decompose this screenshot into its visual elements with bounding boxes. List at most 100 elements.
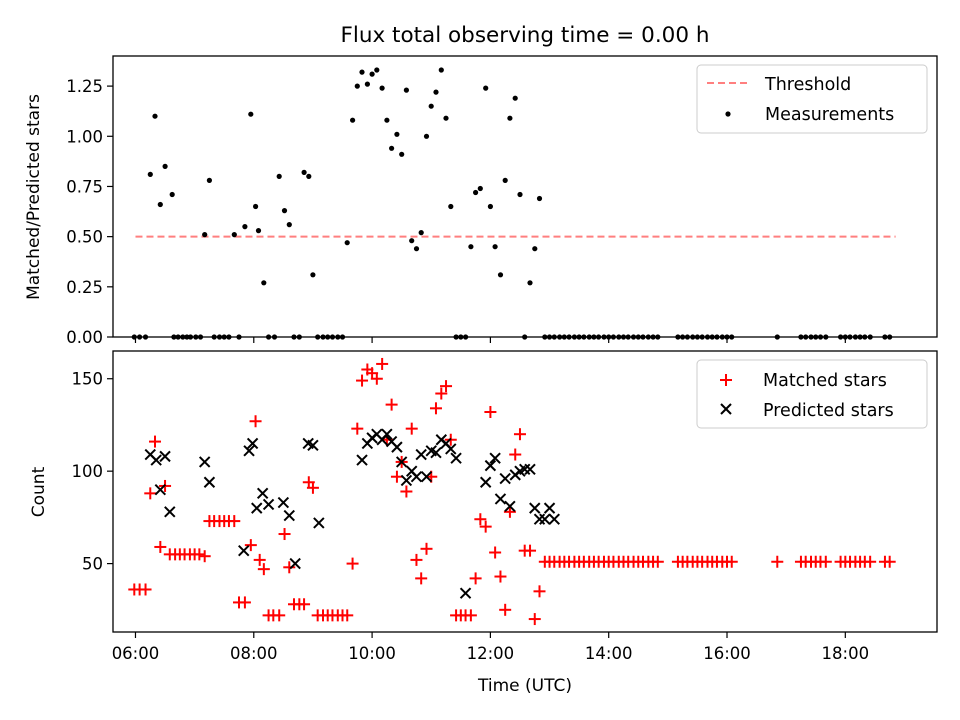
matched-star-marker	[257, 563, 270, 576]
matched-star-marker	[405, 422, 418, 435]
matched-star-marker	[154, 540, 167, 553]
measurement-point	[350, 117, 356, 123]
measurement-point	[394, 131, 400, 137]
predicted-star-marker	[256, 487, 269, 500]
measurement-point	[423, 133, 430, 139]
matched-star-marker	[193, 548, 206, 561]
matched-star-marker	[228, 515, 241, 528]
predicted-star-marker	[504, 500, 516, 512]
matched-star-marker	[864, 555, 877, 568]
measurement-point	[443, 115, 449, 121]
matched-star-marker	[298, 598, 311, 611]
predicted-star-marker	[494, 493, 507, 505]
measurement-point	[281, 208, 288, 214]
matched-star-marker	[346, 557, 359, 570]
bottom-x-tick-label: 08:00	[230, 644, 278, 663]
predicted-star-marker	[243, 445, 255, 457]
predicted-star-marker	[479, 476, 492, 488]
measurement-point	[413, 246, 420, 252]
matched-star-marker	[410, 553, 423, 566]
predicted-star-marker	[198, 456, 211, 468]
matched-star-marker	[464, 609, 477, 622]
matched-star-marker	[524, 544, 537, 557]
matched-star-marker	[144, 487, 157, 500]
predicted-star-marker	[391, 441, 403, 453]
measurement-point	[202, 232, 208, 238]
measurement-point	[157, 201, 163, 208]
measurement-point	[306, 173, 312, 179]
matched-star-marker	[415, 572, 428, 585]
predicted-star-marker	[150, 454, 162, 466]
predicted-star-marker	[251, 502, 263, 514]
predicted-star-marker	[499, 472, 511, 485]
top-legend-box	[696, 64, 928, 134]
measurement-point	[286, 222, 292, 228]
measurement-point	[374, 67, 380, 73]
measurement-point	[206, 177, 212, 183]
matched-star-marker	[435, 387, 448, 400]
top-y-axis-label: Matched/Predicted stars	[24, 94, 44, 300]
measurement-point	[242, 224, 248, 230]
bottom-y-tick-label: 50	[82, 555, 103, 574]
matched-star-marker	[356, 374, 369, 387]
measurement-point	[255, 228, 262, 234]
matched-star-marker	[771, 555, 784, 568]
matched-star-marker	[306, 481, 319, 494]
measurement-point	[532, 246, 538, 252]
predicted-star-marker	[445, 443, 457, 455]
measurement-point	[448, 203, 454, 210]
top-y-tick-label: 0.00	[66, 328, 103, 347]
measurement-point	[384, 117, 390, 123]
matched-star-marker	[651, 555, 664, 568]
bottom-x-ticks: 06:00 08:00 10:00 12:00 14:00 16:00 18:00	[112, 632, 869, 663]
predicted-star-marker	[159, 450, 171, 463]
matched-stars-legend-swatch	[720, 374, 732, 386]
bottom-legend-box	[696, 359, 928, 429]
measurement-point	[248, 111, 254, 117]
top-y-tick-label: 0.75	[66, 177, 103, 196]
predicted-star-marker	[246, 437, 259, 450]
bottom-y-tick-label: 150	[72, 370, 104, 389]
matched-star-marker	[533, 585, 546, 598]
matched-star-marker	[351, 422, 364, 435]
matched-star-marker	[429, 402, 442, 415]
measurement-point	[477, 185, 483, 192]
predicted-star-marker	[415, 448, 427, 461]
measurement-point	[536, 195, 543, 202]
top-y-tick-label: 0.25	[66, 278, 103, 297]
top-y-tick-label: 1.00	[66, 127, 103, 146]
top-legend: Threshold Measurements	[696, 64, 928, 134]
top-y-tick-label: 1.25	[66, 77, 103, 96]
measurement-point	[310, 272, 316, 278]
predicted-star-marker	[154, 483, 167, 496]
measurement-point	[344, 240, 350, 246]
matched-star-marker	[883, 555, 896, 568]
top-y-ticks: 0.00 0.25 0.50 0.75 1.00 1.25	[66, 77, 113, 347]
predicted-star-marker	[164, 506, 176, 518]
measurement-point	[253, 203, 259, 210]
measurement-point	[512, 95, 518, 101]
measurement-point	[152, 113, 158, 119]
measurement-point	[473, 189, 479, 196]
matched-star-marker	[420, 542, 433, 555]
predicted-star-marker	[313, 517, 325, 529]
predicted-star-marker	[410, 471, 423, 483]
measurement-point	[409, 238, 415, 244]
bottom-y-tick-label: 100	[72, 462, 104, 481]
measurement-point	[403, 87, 409, 93]
measurement-point	[369, 71, 375, 77]
measurement-point	[231, 232, 237, 238]
predicted-star-marker	[484, 459, 497, 472]
predicted-star-marker	[203, 476, 216, 488]
measurement-point	[468, 244, 474, 250]
matched-stars-series	[128, 357, 896, 626]
matched-star-marker	[249, 415, 262, 428]
matched-star-marker	[370, 372, 383, 385]
predicted-star-marker	[307, 439, 319, 451]
predicted-star-marker	[539, 513, 551, 525]
bottom-x-tick-label: 14:00	[585, 644, 633, 663]
figure-title: Flux total observing time = 0.00 h	[341, 23, 710, 48]
measurement-point	[261, 280, 267, 286]
bottom-legend: Matched stars Predicted stars	[696, 359, 928, 429]
measurement-point	[364, 81, 370, 87]
